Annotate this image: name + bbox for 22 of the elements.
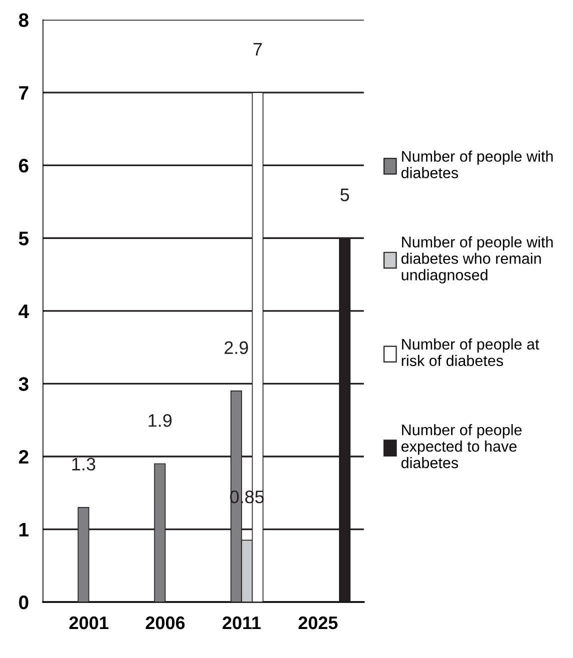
data-label: 5	[340, 188, 350, 202]
data-label: 1.9	[148, 414, 172, 427]
y-tick-label: 5	[18, 232, 29, 246]
data-label: 7	[254, 43, 262, 56]
y-tick-label: 1	[20, 522, 29, 536]
x-tick-label: 2011	[222, 616, 261, 630]
y-tick-label: 2	[18, 450, 28, 464]
x-tick-label: 2025	[298, 616, 338, 630]
y-tick-label: 6	[18, 158, 28, 173]
legend-label: Number of people with diabetes who remain undiagnosed	[401, 236, 553, 284]
y-tick-label: 7	[19, 86, 28, 100]
legend-label: Number of people with diabetes	[401, 150, 553, 178]
legend-label: Number of people expected to have diabetes	[401, 424, 522, 468]
data-label: 2.9	[224, 341, 248, 354]
x-tick-label: 2001	[69, 616, 108, 630]
data-label: 1.3	[72, 458, 96, 471]
x-tick-label: 2006	[146, 616, 185, 630]
y-tick-label: 3	[18, 377, 28, 391]
legend-label: Number of people at risk of diabetes	[402, 338, 540, 366]
y-tick-label: 8	[18, 13, 28, 27]
y-tick-label: 0	[19, 596, 28, 610]
y-tick-label: 4	[18, 304, 29, 318]
